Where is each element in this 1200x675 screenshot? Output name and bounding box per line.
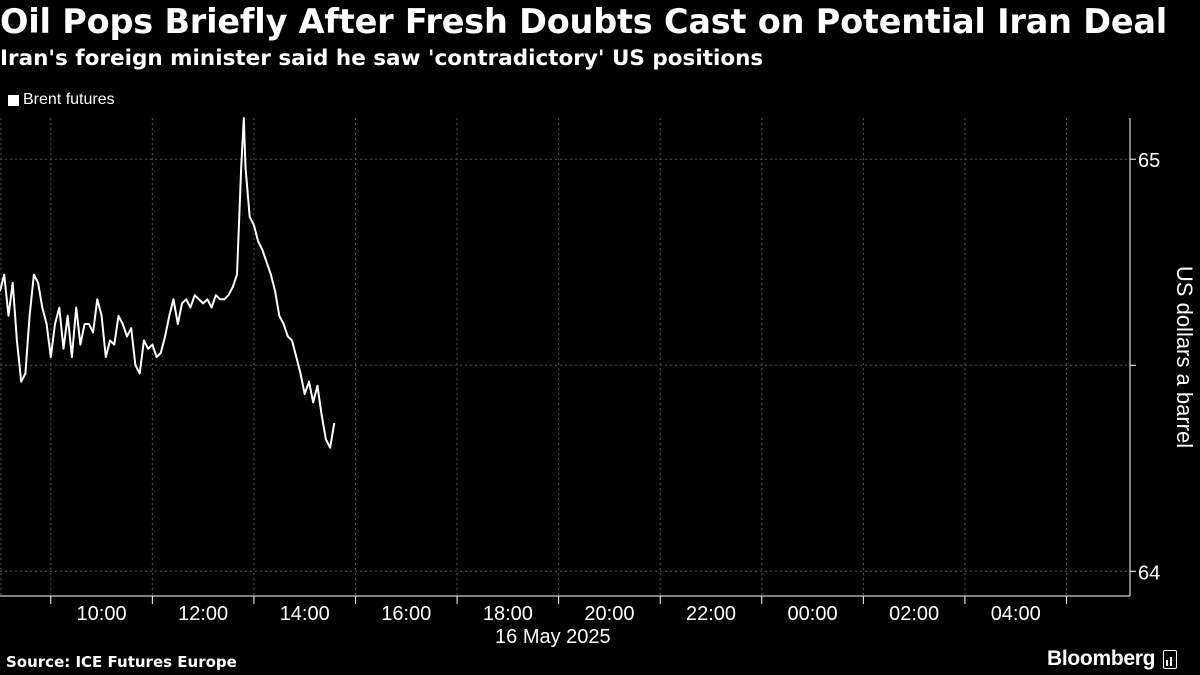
x-tick-label: 22:00 xyxy=(686,603,736,625)
x-tick-label: 00:00 xyxy=(788,603,838,625)
legend-label: Brent futures xyxy=(23,91,115,108)
y-tick-label: 65 xyxy=(1138,150,1160,172)
legend-swatch xyxy=(8,94,19,106)
chart-title: Oil Pops Briefly After Fresh Doubts Cast… xyxy=(0,2,1168,41)
axes xyxy=(0,118,1136,604)
x-axis-date-label: 16 May 2025 xyxy=(495,626,611,648)
legend: Brent futures xyxy=(8,91,115,109)
tick-labels: 64 65 10:00 12:00 14:00 16:00 18:00 20:00 22:00 0… xyxy=(77,150,1161,648)
terminal-badge-icon xyxy=(1163,649,1178,669)
series-line-brent-futures xyxy=(0,117,336,449)
series-layer xyxy=(0,117,336,449)
x-tick-label: 18:00 xyxy=(483,603,533,625)
x-tick-label: 04:00 xyxy=(991,603,1041,625)
x-tick-label: 20:00 xyxy=(584,603,634,625)
source-note: Source: ICE Futures Europe xyxy=(6,653,237,671)
x-tick-label: 14:00 xyxy=(280,603,330,625)
y-axis-label: US dollars a barrel xyxy=(1172,265,1197,449)
grid-lines xyxy=(0,118,1130,596)
x-tick-label: 02:00 xyxy=(889,603,939,625)
y-tick-label: 64 xyxy=(1138,562,1160,584)
x-tick-label: 10:00 xyxy=(77,603,127,625)
brand-name: Bloomberg xyxy=(1047,647,1156,670)
x-tick-label: 12:00 xyxy=(178,603,228,625)
x-tick-label: 16:00 xyxy=(381,603,431,625)
chart-subtitle: Iran's foreign minister said he saw 'con… xyxy=(0,46,764,71)
bloomberg-logo: Bloomberg xyxy=(1047,647,1178,671)
